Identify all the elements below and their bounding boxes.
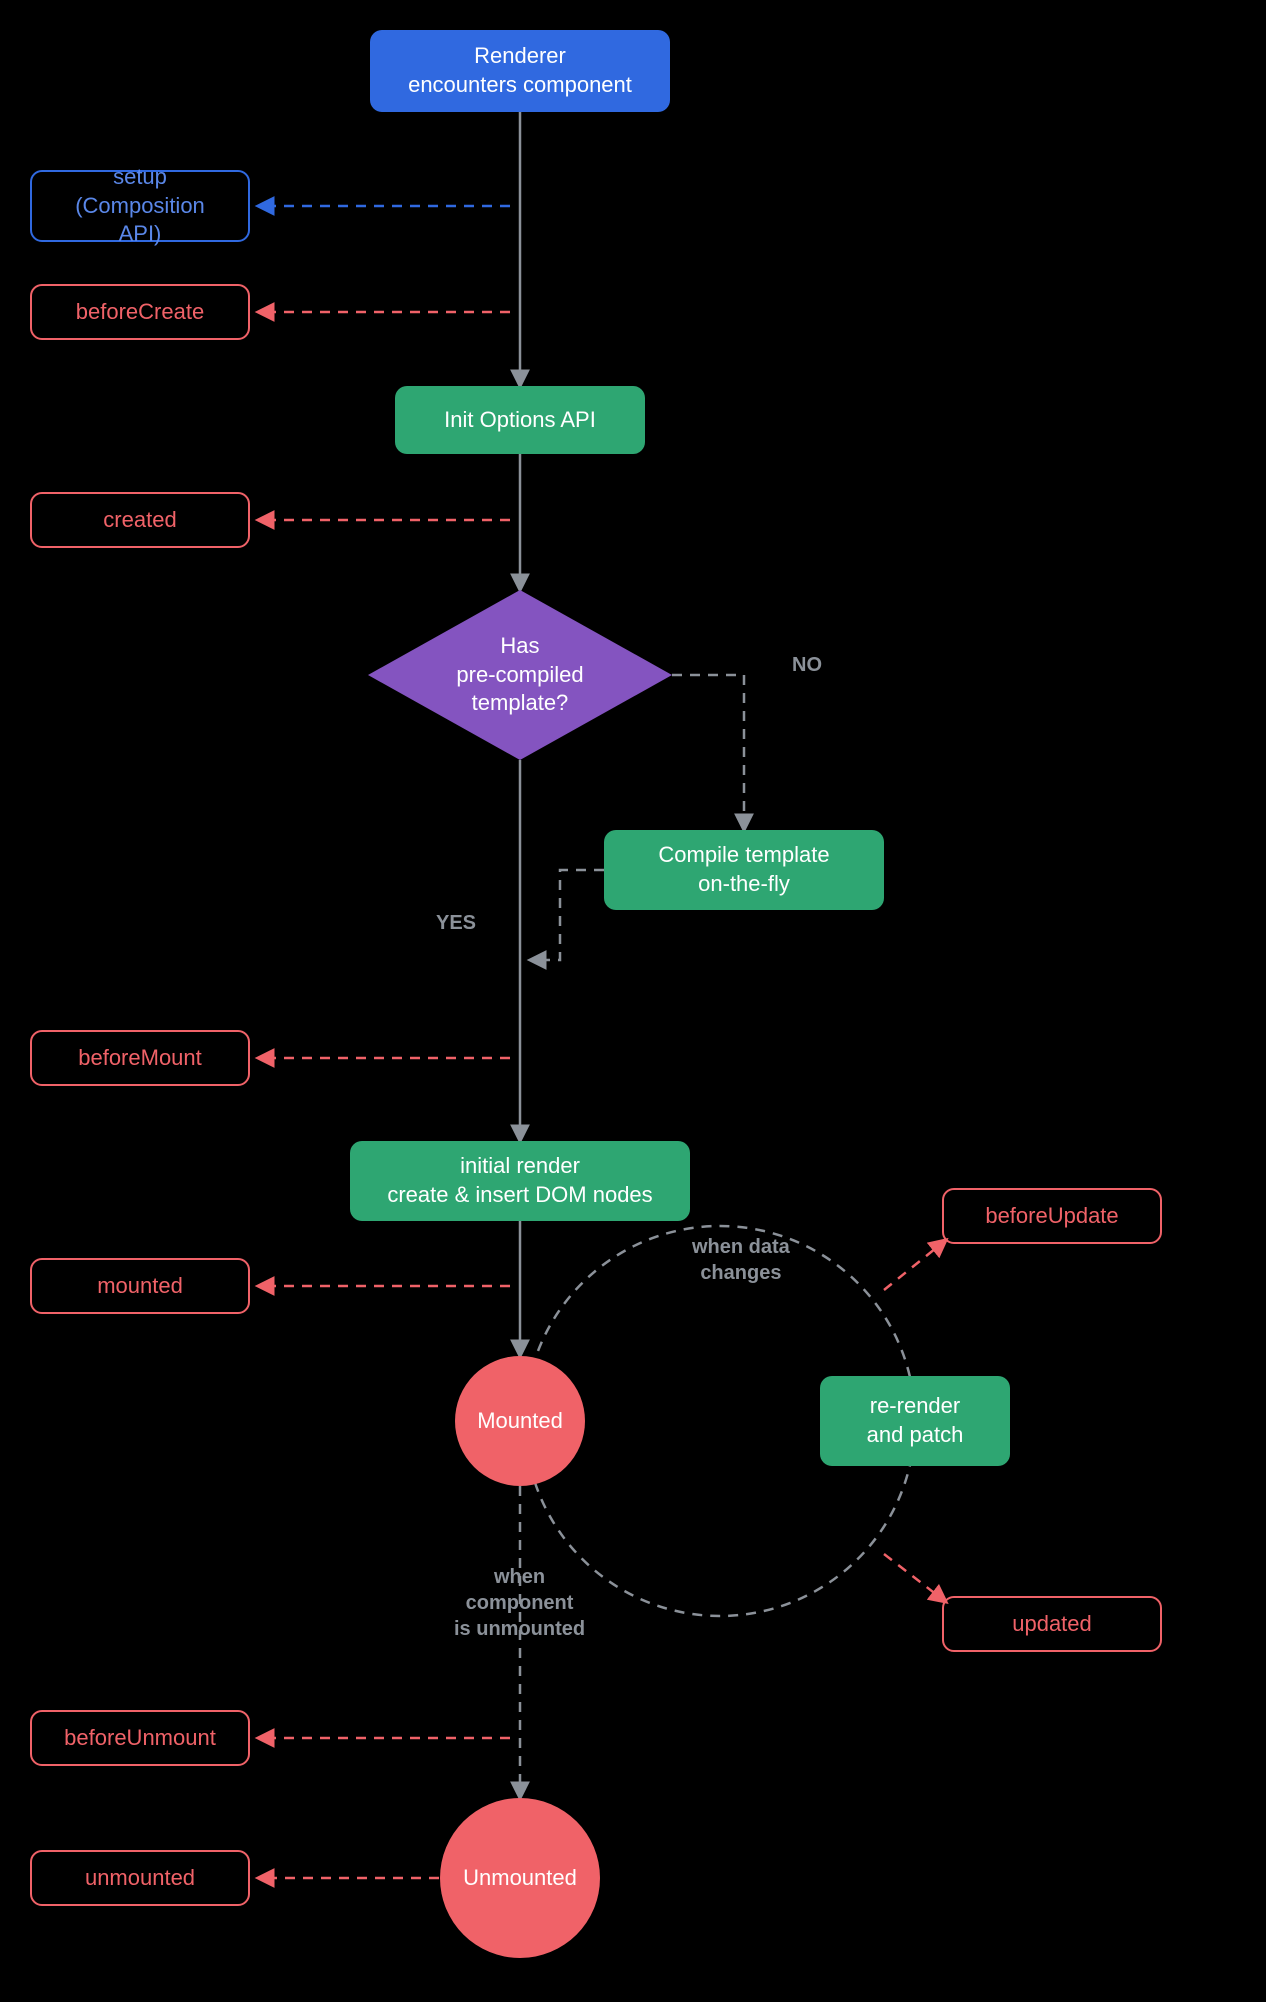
hook-beforecreate: beforeCreate bbox=[30, 284, 250, 340]
node-compile: Compile template on-the-fly bbox=[604, 830, 884, 910]
edge-decision-compile bbox=[672, 675, 744, 830]
label-no: NO bbox=[792, 652, 822, 678]
node-initial-render: initial render create & insert DOM nodes bbox=[350, 1141, 690, 1221]
hook-updated: updated bbox=[942, 1596, 1162, 1652]
hook-beforeupdate: beforeUpdate bbox=[942, 1188, 1162, 1244]
edge-to-beforeupdate bbox=[884, 1240, 946, 1290]
decision-text: Has pre-compiled template? bbox=[368, 590, 672, 760]
node-init-options: Init Options API bbox=[395, 386, 645, 454]
node-unmounted-circle: Unmounted bbox=[440, 1798, 600, 1958]
hook-beforeunmount: beforeUnmount bbox=[30, 1710, 250, 1766]
hook-unmounted: unmounted bbox=[30, 1850, 250, 1906]
label-when-data: when data changes bbox=[692, 1234, 790, 1286]
hook-setup: setup (Composition API) bbox=[30, 170, 250, 242]
hook-beforemount: beforeMount bbox=[30, 1030, 250, 1086]
node-mounted-circle: Mounted bbox=[455, 1356, 585, 1486]
edge-to-updated bbox=[884, 1554, 946, 1602]
node-renderer: Renderer encounters component bbox=[370, 30, 670, 112]
label-when-unmount: when component is unmounted bbox=[454, 1564, 585, 1642]
edge-compile-back bbox=[530, 870, 604, 960]
hook-created: created bbox=[30, 492, 250, 548]
node-rerender: re-render and patch bbox=[820, 1376, 1010, 1466]
hook-mounted: mounted bbox=[30, 1258, 250, 1314]
label-yes: YES bbox=[436, 910, 476, 936]
node-decision: Has pre-compiled template? bbox=[368, 590, 672, 760]
